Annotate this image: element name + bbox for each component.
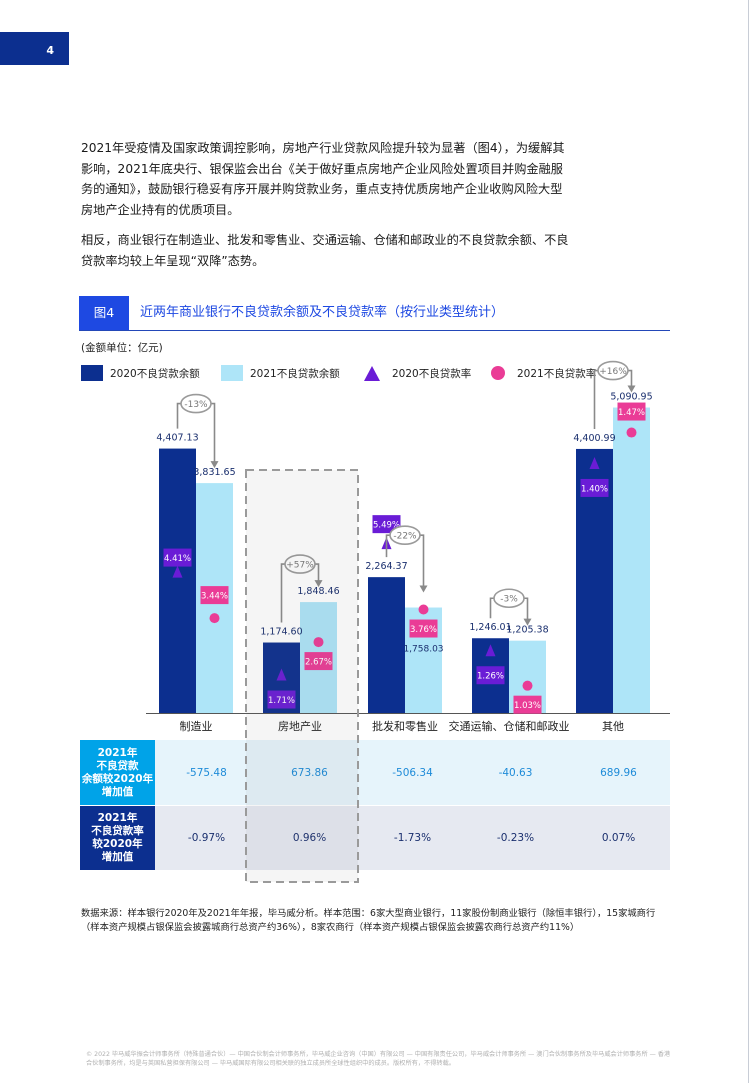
- rate-2021-marker: [209, 613, 220, 624]
- table-cell: 0.07%: [567, 806, 670, 870]
- category-label: 房地产业: [278, 719, 322, 733]
- category-label: 其他: [602, 720, 624, 733]
- category-label: 批发和零售业: [372, 719, 438, 733]
- rate-2021-box: [513, 695, 542, 714]
- legend-swatch-light-blue: [221, 365, 243, 381]
- page-number: 4: [0, 32, 69, 65]
- rate-2021-marker: [522, 680, 533, 691]
- legend-2020-balance: 2020不良贷款余额: [81, 364, 200, 382]
- rate-2021-box: [617, 402, 646, 421]
- table-cell: 0.96%: [258, 806, 361, 870]
- change-label: +16%: [599, 367, 627, 377]
- row-header-text: 2021年 不良贷款率 较2020年 增加值: [91, 812, 144, 863]
- rate-2021-label: 3.44%: [201, 592, 228, 602]
- rate-2021-label: 3.76%: [410, 625, 437, 635]
- change-badge: [389, 525, 421, 545]
- rate-2021-marker: [418, 604, 429, 615]
- figure-title: 近两年商业银行不良贷款余额及不良贷款率（按行业类型统计）: [140, 305, 505, 320]
- table-row-rate-change: 2021年 不良贷款率 较2020年 增加值 -0.97% 0.96% -1.7…: [80, 806, 670, 870]
- figure-tag: 图4: [79, 296, 129, 330]
- bar-2020: [159, 448, 196, 713]
- bar-value-label-2021: 1,758.03: [403, 645, 443, 655]
- rate-2020-label: 1.71%: [268, 696, 295, 706]
- table-cell: -506.34: [361, 740, 464, 805]
- table-row-balance-change: 2021年 不良贷款 余额较2020年 增加值 -575.48 673.86 -…: [80, 740, 670, 805]
- change-badge: [597, 360, 629, 381]
- copyright-footer: © 2022 毕马威华振会计师事务所（特殊普通合伙）— 中国合伙制会计师事务所，…: [86, 1051, 671, 1067]
- rate-2020-box: [476, 666, 505, 685]
- change-badge: [180, 393, 212, 414]
- bar-value-label-2021: 3,831.65: [193, 467, 235, 478]
- change-badge: [493, 588, 525, 609]
- legend-swatch-dark-blue: [81, 365, 103, 381]
- page-edge-rule: [748, 0, 749, 1083]
- legend-label: 2021不良贷款率: [517, 367, 597, 380]
- rate-2020-box: [580, 478, 609, 497]
- bar-value-label-2020: 1,246.01: [469, 622, 511, 633]
- table-cell: 689.96: [567, 740, 670, 805]
- category-label: 制造业: [180, 719, 213, 733]
- table-row-header: 2021年 不良贷款率 较2020年 增加值: [80, 806, 155, 870]
- rate-2020-label: 5.49%: [373, 521, 400, 531]
- legend-label: 2020不良贷款率: [392, 367, 472, 380]
- bar-value-label-2021: 1,205.38: [506, 625, 548, 636]
- bar-value-label-2020: 4,400.99: [573, 433, 615, 444]
- legend-2021-balance: 2021不良贷款余额: [221, 364, 340, 382]
- rate-2020-marker: [589, 456, 600, 469]
- bar-2021: [613, 407, 650, 713]
- rate-2021-label: 1.47%: [618, 408, 645, 418]
- rate-2021-marker: [626, 427, 637, 438]
- rate-2020-label: 1.40%: [581, 484, 608, 494]
- rate-2021-box: [200, 586, 229, 605]
- rate-2020-marker: [172, 565, 183, 578]
- table-cell: -0.97%: [155, 806, 258, 870]
- table-cell: -0.23%: [464, 806, 567, 870]
- change-arrowhead: [523, 618, 532, 626]
- rate-2020-box: [163, 548, 192, 567]
- rate-2020-label: 4.41%: [164, 554, 191, 564]
- change-label: +57%: [286, 561, 314, 571]
- bar-value-label-2020: 1,174.60: [260, 627, 302, 638]
- change-arrowhead: [627, 385, 636, 393]
- legend-2020-rate: 2020不良贷款率: [364, 364, 471, 382]
- paragraph-2: 相反，商业银行在制造业、批发和零售业、交通运输、仓储和邮政业的不良贷款余额、不良…: [81, 233, 569, 268]
- paragraph-1: 2021年受疫情及国家政策调控影响，房地产行业贷款风险提升较为显著（图4），为缓…: [81, 141, 565, 217]
- category-label: 交通运输、仓储和邮政业: [449, 719, 570, 733]
- change-label: -3%: [500, 595, 518, 605]
- row-header-text: 2021年 不良贷款 余额较2020年 增加值: [81, 746, 154, 798]
- figure-title-bar: 图4 近两年商业银行不良贷款余额及不良贷款率（按行业类型统计）: [79, 296, 670, 331]
- bar-value-label-2020: 2,264.37: [365, 561, 407, 572]
- rate-2021-marker: [313, 637, 324, 648]
- bar-value-label-2020: 4,407.13: [156, 433, 198, 444]
- rate-2021-label: 1.03%: [514, 701, 541, 711]
- circle-icon: [491, 366, 505, 380]
- change-label: -13%: [184, 400, 208, 410]
- bar-value-label-2021: 5,090.95: [610, 392, 652, 403]
- table-cell: -40.63: [464, 740, 567, 805]
- triangle-icon: [364, 365, 380, 381]
- rate-2021-box: [409, 619, 438, 638]
- change-arrowhead: [419, 585, 428, 593]
- change-arrowhead: [210, 461, 219, 469]
- bar-2020: [368, 577, 405, 713]
- legend-2021-rate: 2021不良贷款率: [491, 364, 596, 382]
- data-source-note: 数据来源：样本银行2020年及2021年年报，毕马威分析。样本范围：6家大型商业…: [81, 908, 656, 933]
- table-cell: 673.86: [258, 740, 361, 805]
- rate-2020-marker: [485, 644, 496, 657]
- table-row-header: 2021年 不良贷款 余额较2020年 增加值: [80, 740, 155, 805]
- table-cell: -1.73%: [361, 806, 464, 870]
- table-cell: -575.48: [155, 740, 258, 805]
- unit-label: (金额单位：亿元): [81, 342, 163, 354]
- change-label: -22%: [393, 532, 417, 542]
- rate-2020-label: 1.26%: [477, 672, 504, 682]
- rate-2021-label: 2.67%: [305, 658, 332, 668]
- legend-label: 2020不良贷款余额: [110, 367, 200, 380]
- bar-value-label-2021: 1,848.46: [297, 586, 339, 597]
- legend-label: 2021不良贷款余额: [250, 367, 340, 380]
